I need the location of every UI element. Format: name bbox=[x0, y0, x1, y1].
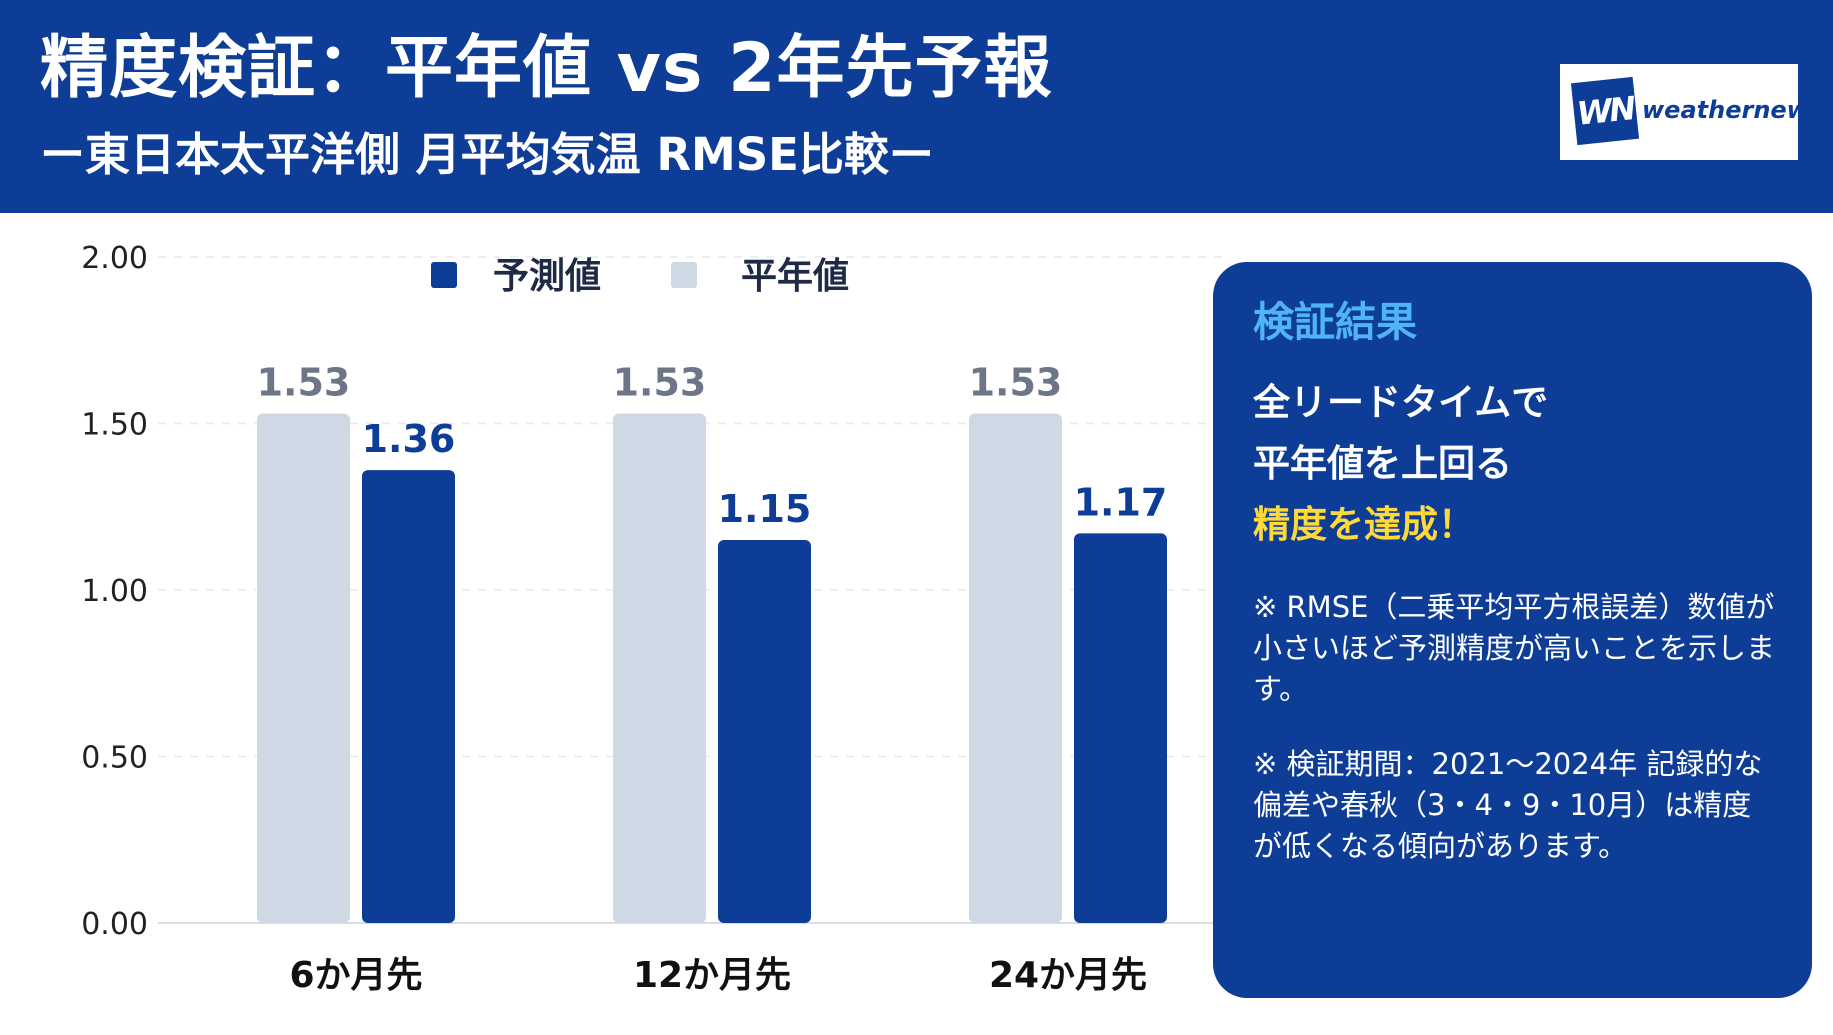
legend-swatch-normal bbox=[671, 262, 697, 288]
chart-bars: 1.531.361.531.151.531.17 bbox=[257, 361, 1168, 923]
value-label-forecast-1: 1.36 bbox=[362, 417, 456, 461]
y-tick-label: 0.00 bbox=[81, 907, 148, 942]
legend-label-normal: 平年値 bbox=[741, 256, 849, 297]
bar-forecast-3 bbox=[1074, 533, 1167, 923]
bar-forecast-2 bbox=[718, 540, 811, 923]
panel-note-period: ※ 検証期間：2021〜2024年 記録的な偏差や春秋（3・4・9・10月）は精… bbox=[1253, 747, 1763, 863]
page-title: 精度検証：平年値 vs 2年先予報 bbox=[40, 29, 1053, 108]
x-axis-categories: 6か月先 12か月先 24か月先 bbox=[289, 955, 1147, 996]
panel-line-2: 平年値を上回る bbox=[1253, 442, 1512, 485]
chart-legend: 予測値 平年値 bbox=[431, 256, 849, 297]
logo-wordmark: weathernews bbox=[1642, 96, 1824, 124]
panel-line-1: 全リードタイムで bbox=[1253, 381, 1549, 424]
weathernews-logo: WN weathernews bbox=[1560, 64, 1823, 160]
x-category-label: 6か月先 bbox=[289, 955, 422, 996]
value-label-forecast-3: 1.17 bbox=[1074, 480, 1168, 524]
value-label-normal-1: 1.53 bbox=[257, 361, 351, 405]
x-category-label: 12か月先 bbox=[633, 955, 791, 996]
bar-forecast-1 bbox=[362, 470, 455, 923]
panel-title: 検証結果 bbox=[1253, 298, 1417, 346]
y-tick-label: 1.00 bbox=[81, 574, 148, 609]
legend-swatch-forecast bbox=[431, 262, 457, 288]
y-tick-label: 2.00 bbox=[81, 241, 148, 276]
result-panel: 検証結果 全リードタイムで 平年値を上回る 精度を達成！ ※ RMSE（二乗平均… bbox=[1213, 262, 1812, 998]
legend-label-forecast: 予測値 bbox=[493, 256, 601, 297]
bar-normal-1 bbox=[257, 413, 350, 923]
value-label-forecast-2: 1.15 bbox=[718, 487, 812, 531]
panel-note-rmse: ※ RMSE（二乗平均平方根誤差）数値が小さいほど予測精度が高いことを示します。 bbox=[1253, 590, 1776, 706]
value-label-normal-3: 1.53 bbox=[969, 361, 1063, 405]
page-subtitle: ー東日本太平洋側 月平均気温 RMSE比較ー bbox=[40, 128, 934, 181]
header-banner: 精度検証：平年値 vs 2年先予報 ー東日本太平洋側 月平均気温 RMSE比較ー… bbox=[0, 0, 1833, 213]
y-tick-label: 0.50 bbox=[81, 741, 148, 776]
y-tick-label: 1.50 bbox=[81, 408, 148, 443]
wn-logo-mark: WN bbox=[1570, 76, 1640, 146]
bar-normal-3 bbox=[969, 413, 1062, 923]
panel-line-highlight: 精度を達成！ bbox=[1253, 503, 1475, 546]
rmse-bar-chart: 0.000.501.001.502.00 予測値 平年値 1.531.361.5… bbox=[81, 241, 1225, 996]
bar-normal-2 bbox=[613, 413, 706, 923]
value-label-normal-2: 1.53 bbox=[613, 361, 707, 405]
y-axis-ticks: 0.00 0.50 1.00 1.50 2.00 bbox=[81, 241, 148, 942]
x-category-label: 24か月先 bbox=[989, 955, 1147, 996]
